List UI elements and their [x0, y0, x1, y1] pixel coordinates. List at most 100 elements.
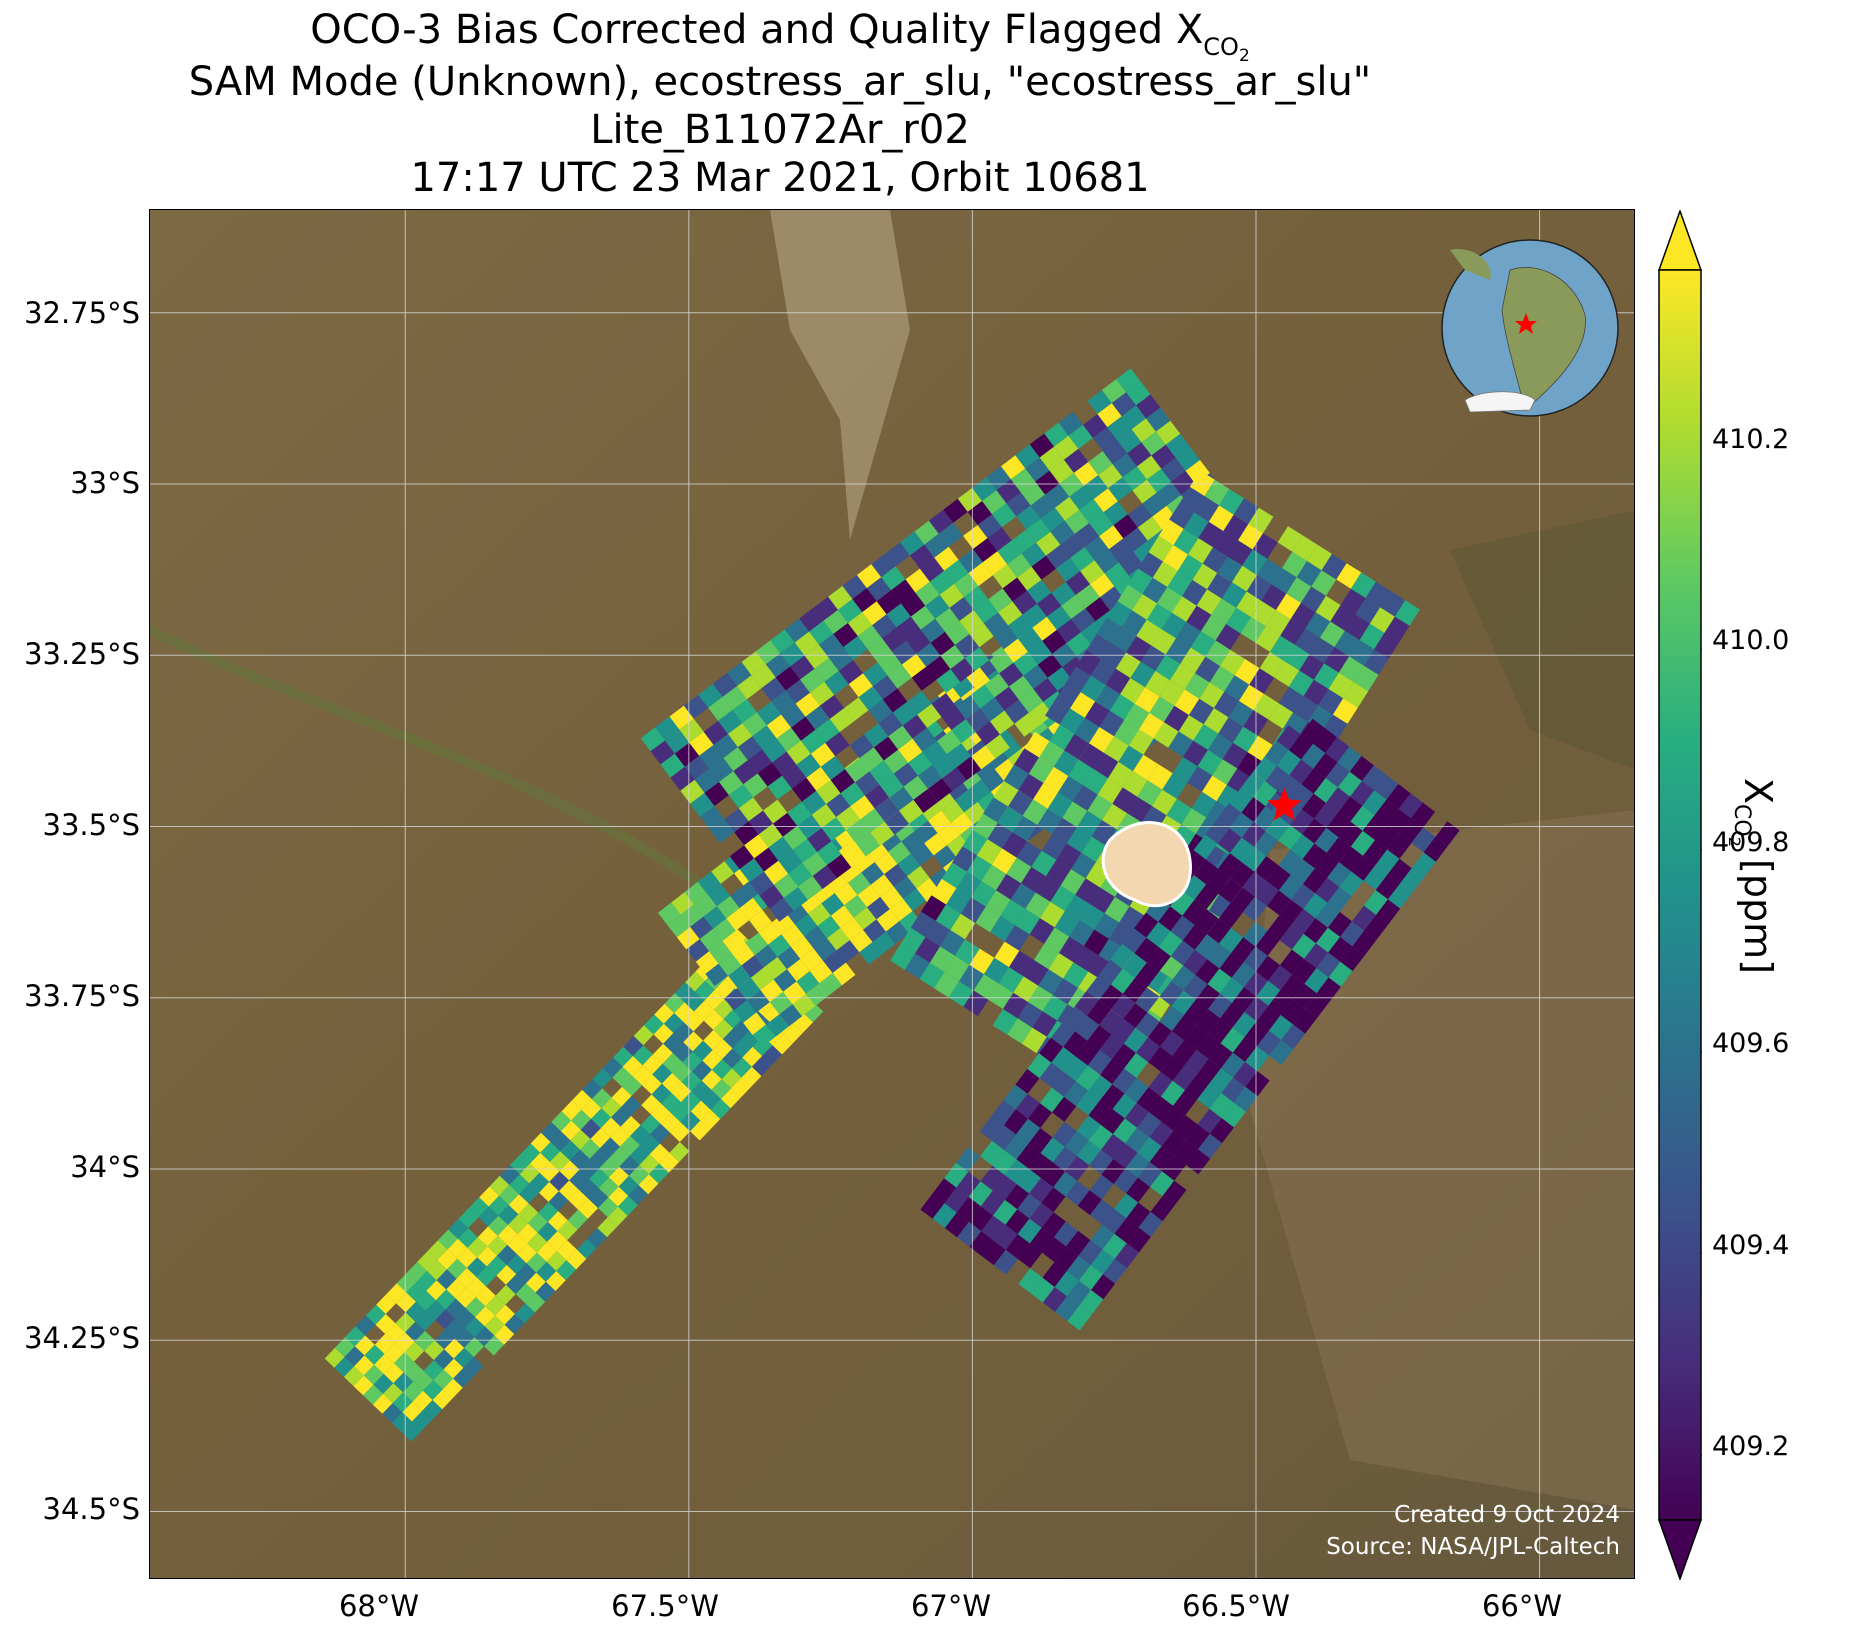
sounding-cell — [1246, 575, 1272, 601]
map-panel[interactable]: Created 9 Oct 2024 Source: NASA/JPL-Calt… — [149, 209, 1635, 1579]
sounding-cell — [1137, 455, 1162, 480]
sounding-cell — [918, 765, 943, 789]
colorbar-label-sub2: 2 — [1725, 836, 1744, 847]
sounding-cell — [1009, 950, 1034, 977]
sounding-cell — [762, 1045, 783, 1066]
sounding-cell — [819, 973, 843, 996]
sounding-cell — [1017, 1002, 1043, 1028]
sounding-cell — [1009, 675, 1034, 700]
sounding-cell — [455, 1307, 476, 1328]
sounding-cell — [748, 810, 773, 835]
sounding-cell — [955, 695, 981, 720]
sounding-cell — [849, 734, 874, 759]
sounding-cell — [934, 972, 960, 998]
sounding-cell — [881, 566, 906, 591]
sounding-cell — [709, 758, 734, 782]
sounding-cell — [1029, 1227, 1054, 1253]
sounding-cell — [417, 1251, 438, 1271]
sounding-cell — [1079, 904, 1105, 930]
sounding-cell — [983, 797, 1009, 823]
sounding-cell — [674, 742, 700, 767]
sounding-cell — [1075, 1065, 1100, 1091]
sounding-cell — [1090, 1199, 1115, 1225]
sounding-cell — [833, 623, 858, 647]
sounding-cell — [1010, 468, 1036, 493]
sounding-cell — [760, 979, 784, 1003]
sounding-cell — [967, 501, 992, 525]
sounding-cell — [772, 1034, 793, 1055]
sounding-cell — [937, 730, 962, 755]
sounding-cell — [910, 544, 935, 569]
sounding-cell — [515, 1303, 535, 1324]
sounding-cell — [530, 1152, 550, 1173]
sounding-cell — [1110, 943, 1135, 969]
sounding-cell — [1055, 1296, 1080, 1322]
sounding-cell — [487, 1235, 508, 1256]
sounding-cell — [396, 1292, 416, 1313]
sounding-cell — [1050, 520, 1075, 545]
sounding-cell — [1221, 1077, 1246, 1103]
sounding-cell — [527, 1232, 548, 1253]
sounding-cell — [1301, 743, 1326, 769]
sounding-cell — [620, 1115, 641, 1136]
sounding-cell — [1121, 610, 1147, 636]
sounding-cell — [1104, 896, 1130, 923]
sounding-cell — [447, 1238, 468, 1259]
lon-tick-label: 67.5°W — [611, 1589, 719, 1623]
sounding-cell — [847, 612, 873, 637]
sounding-cell — [869, 760, 894, 785]
sounding-cell — [682, 1051, 703, 1072]
sounding-cell — [424, 1340, 445, 1361]
sounding-cell — [1059, 936, 1084, 963]
sounding-cell — [1259, 651, 1285, 678]
sounding-cell — [1116, 368, 1141, 393]
sounding-cell — [1221, 1102, 1246, 1128]
sounding-cell — [644, 1014, 664, 1035]
sounding-cell — [436, 1289, 456, 1310]
sounding-cell — [1127, 568, 1153, 595]
sounding-cell — [1305, 612, 1331, 638]
sounding-cell — [444, 1318, 465, 1339]
sounding-cell — [1016, 841, 1042, 867]
sounding-cell — [651, 1083, 672, 1104]
sounding-cell — [1208, 505, 1234, 531]
sounding-cell — [1218, 717, 1244, 743]
sounding-cell — [921, 895, 947, 921]
sounding-cell — [757, 762, 783, 787]
sounding-cell — [1280, 974, 1305, 1000]
sounding-cell — [1149, 1096, 1174, 1122]
sounding-cell — [782, 764, 807, 789]
sounding-cell — [939, 583, 964, 608]
sounding-cell — [906, 629, 931, 654]
sounding-cell — [1067, 1280, 1092, 1306]
sounding-cell — [343, 1366, 364, 1387]
colorbar-tick-label: 409.6 — [1712, 1028, 1790, 1059]
sounding-cell — [402, 1401, 423, 1422]
sounding-cell — [750, 967, 774, 990]
sounding-cell — [1030, 1277, 1055, 1303]
sounding-cell — [1080, 675, 1106, 702]
sounding-cell — [412, 1410, 432, 1431]
sounding-cell — [830, 905, 854, 928]
sounding-cell — [711, 861, 735, 884]
sounding-cell — [414, 1330, 435, 1351]
sounding-cell — [905, 568, 930, 593]
sounding-cell — [558, 1180, 579, 1201]
sounding-cell — [1233, 498, 1259, 524]
sounding-cell — [1150, 1171, 1175, 1197]
sounding-cell — [453, 1347, 474, 1368]
sounding-cell — [902, 714, 928, 739]
sounding-cell — [1232, 565, 1257, 592]
sounding-cell — [1097, 403, 1122, 428]
sounding-cell — [1058, 411, 1083, 436]
sounding-cell — [582, 1079, 603, 1099]
sounding-cell — [1049, 459, 1074, 484]
colorbar-tick-label: 409.2 — [1712, 1431, 1790, 1462]
sounding-cell — [1155, 420, 1181, 445]
sounding-cell — [1011, 529, 1037, 554]
sounding-cell — [1117, 584, 1143, 611]
sounding-cell — [661, 1092, 682, 1113]
sounding-cell — [863, 662, 888, 687]
sounding-cell — [1280, 999, 1305, 1025]
sounding-cell — [936, 669, 961, 693]
